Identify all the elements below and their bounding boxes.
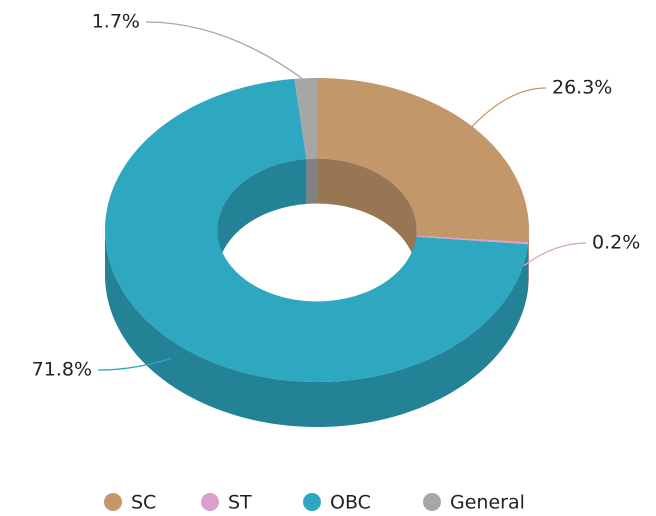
legend-marker bbox=[201, 493, 219, 511]
top-faces bbox=[105, 78, 529, 383]
outer-walls bbox=[105, 230, 529, 427]
leader-line bbox=[145, 21, 307, 82]
data-label: 71.8% bbox=[32, 359, 92, 381]
legend-label: OBC bbox=[330, 492, 371, 514]
legend-label: General bbox=[450, 492, 525, 514]
legend-marker bbox=[104, 493, 122, 511]
slice bbox=[294, 78, 317, 159]
leader-line bbox=[523, 242, 587, 267]
slice bbox=[105, 78, 529, 383]
legend-marker bbox=[303, 493, 321, 511]
leader-line bbox=[469, 87, 547, 130]
slice bbox=[317, 78, 529, 243]
data-label: 1.7% bbox=[92, 11, 140, 33]
data-label: 26.3% bbox=[552, 77, 612, 99]
legend-label: SC bbox=[131, 492, 156, 514]
leader-line bbox=[97, 357, 172, 371]
inner-wall bbox=[306, 158, 317, 204]
outer-wall bbox=[105, 230, 529, 427]
inner-walls bbox=[217, 158, 417, 275]
legend-marker bbox=[423, 493, 441, 511]
inner-wall bbox=[217, 158, 307, 275]
legend-label: ST bbox=[228, 492, 252, 514]
outer-wall bbox=[528, 230, 529, 288]
inner-wall bbox=[317, 158, 417, 275]
data-label: 0.2% bbox=[592, 232, 640, 254]
slice bbox=[416, 235, 529, 245]
